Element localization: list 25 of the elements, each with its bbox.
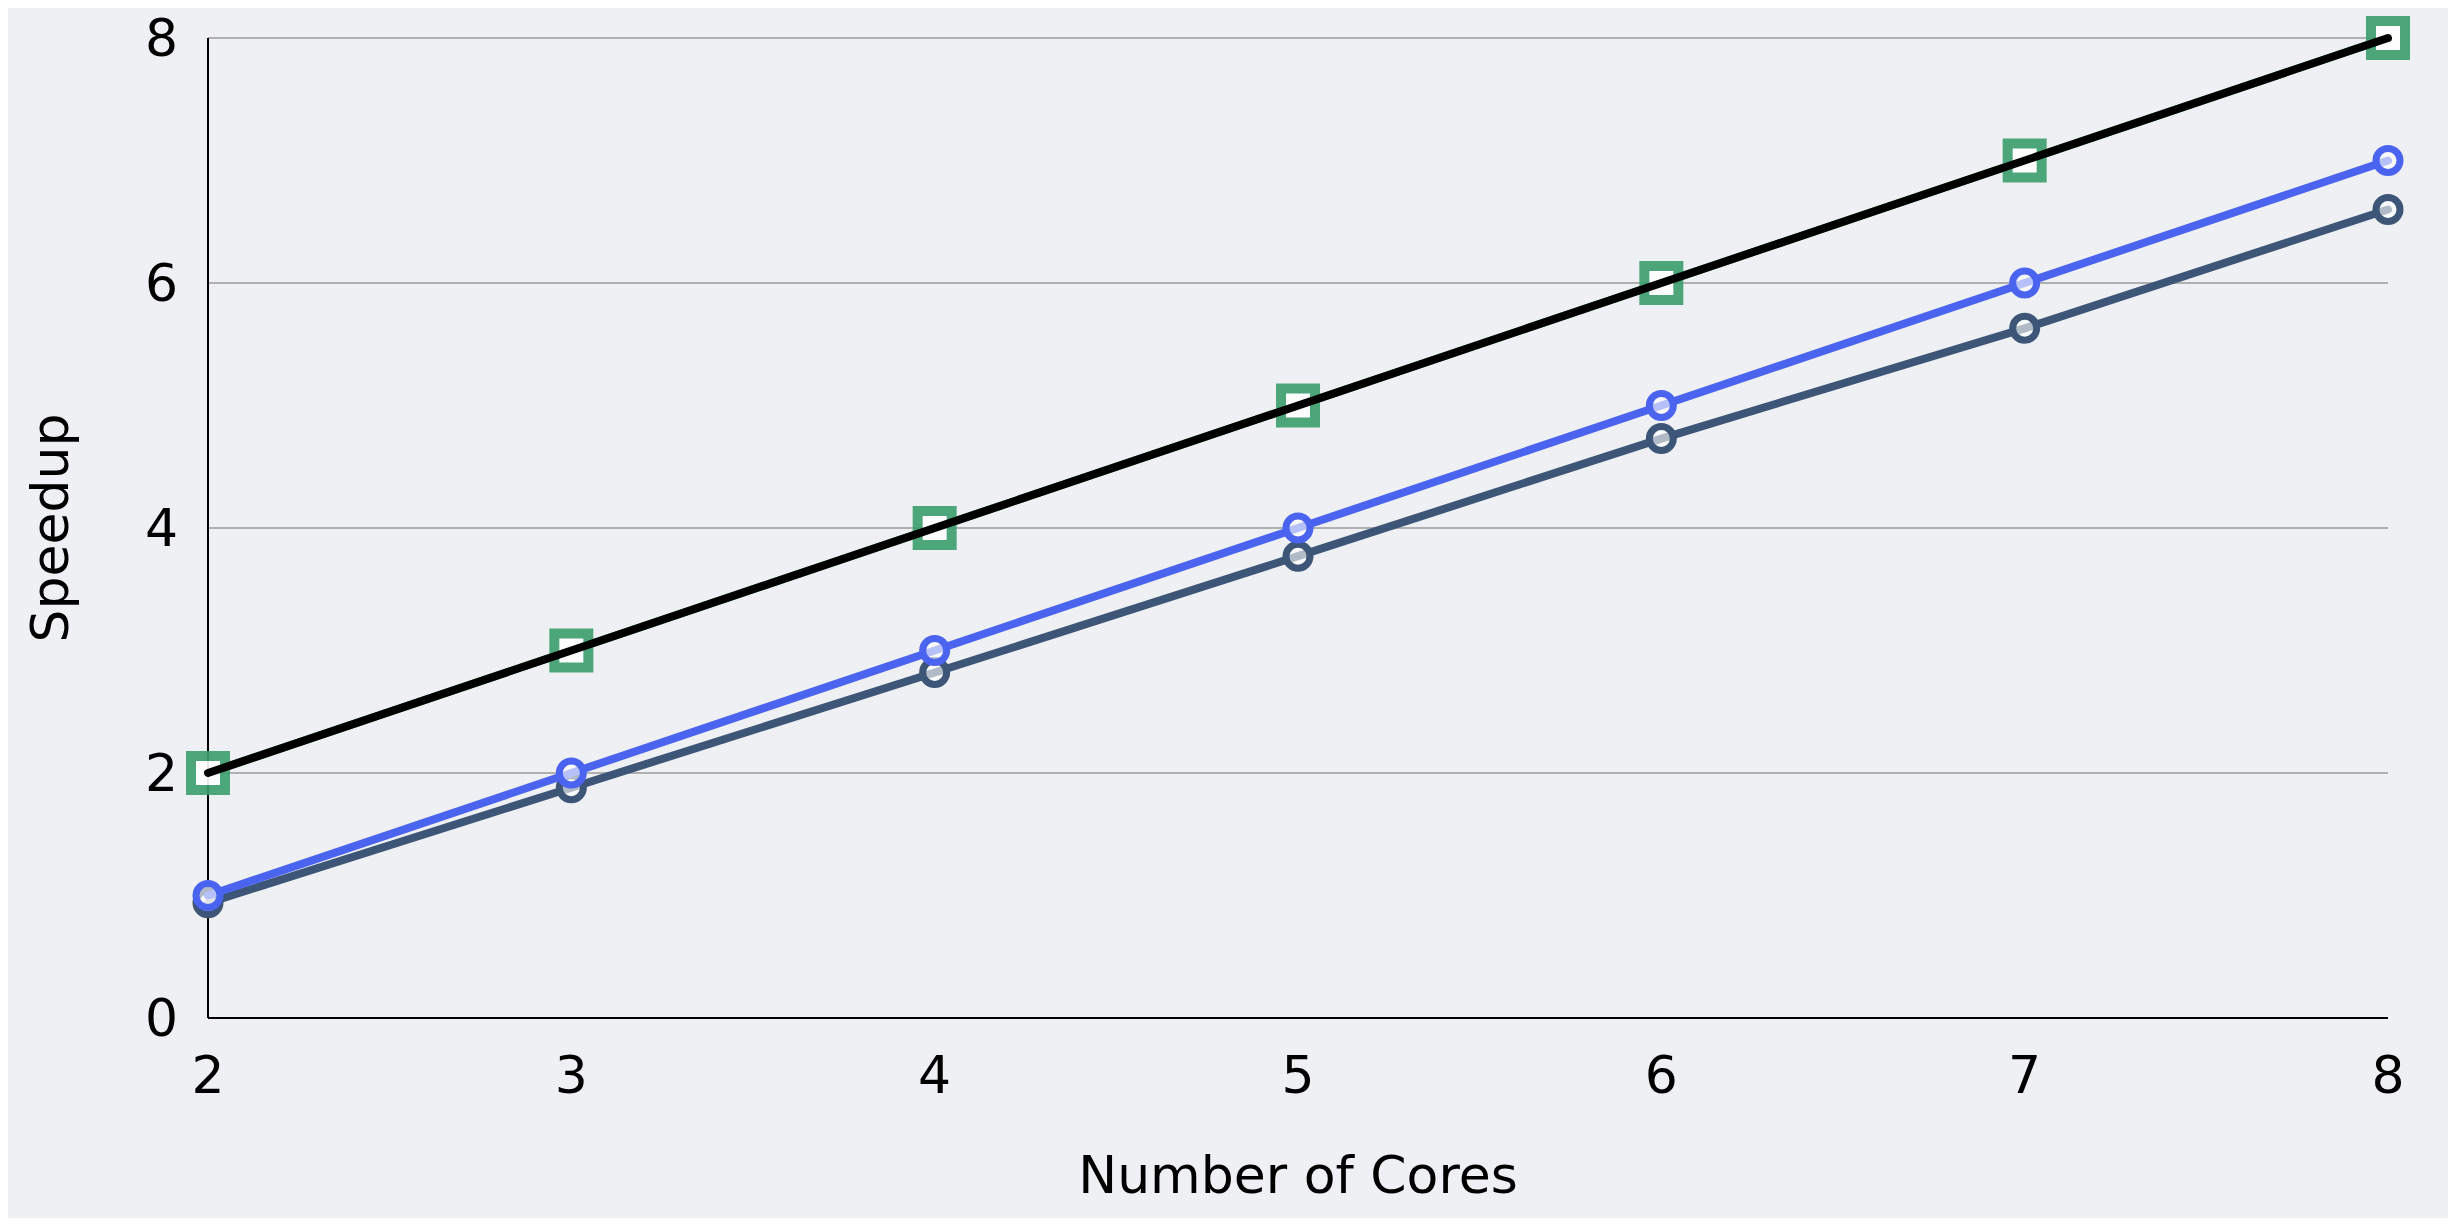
point (192, 880, 224, 911)
point (2009, 312, 2041, 344)
x-tick-label: 6 (1644, 1045, 1678, 1105)
point (555, 757, 587, 789)
y-tick-label: 8 (144, 8, 178, 68)
point (1282, 512, 1314, 544)
y-axis-title: Speedup (20, 413, 80, 643)
point (2372, 194, 2404, 225)
y-tick-label: 6 (144, 253, 178, 313)
x-axis-title: Number of Cores (1078, 1145, 1518, 1205)
point (2009, 267, 2041, 299)
x-tick-label: 8 (2371, 1045, 2405, 1105)
point (2372, 145, 2404, 176)
point (1645, 390, 1677, 421)
point (919, 635, 951, 666)
x-tick-label: 3 (554, 1045, 588, 1105)
x-tick-label: 7 (2008, 1045, 2042, 1105)
point (1645, 423, 1677, 455)
point (1282, 540, 1314, 572)
x-tick-label: 2 (191, 1045, 225, 1105)
y-tick-label: 0 (144, 988, 178, 1048)
x-tick-label: 5 (1281, 1045, 1315, 1105)
y-tick-label: 4 (144, 498, 178, 558)
y-tick-label: 2 (144, 743, 178, 803)
x-tick-label: 4 (918, 1045, 952, 1105)
